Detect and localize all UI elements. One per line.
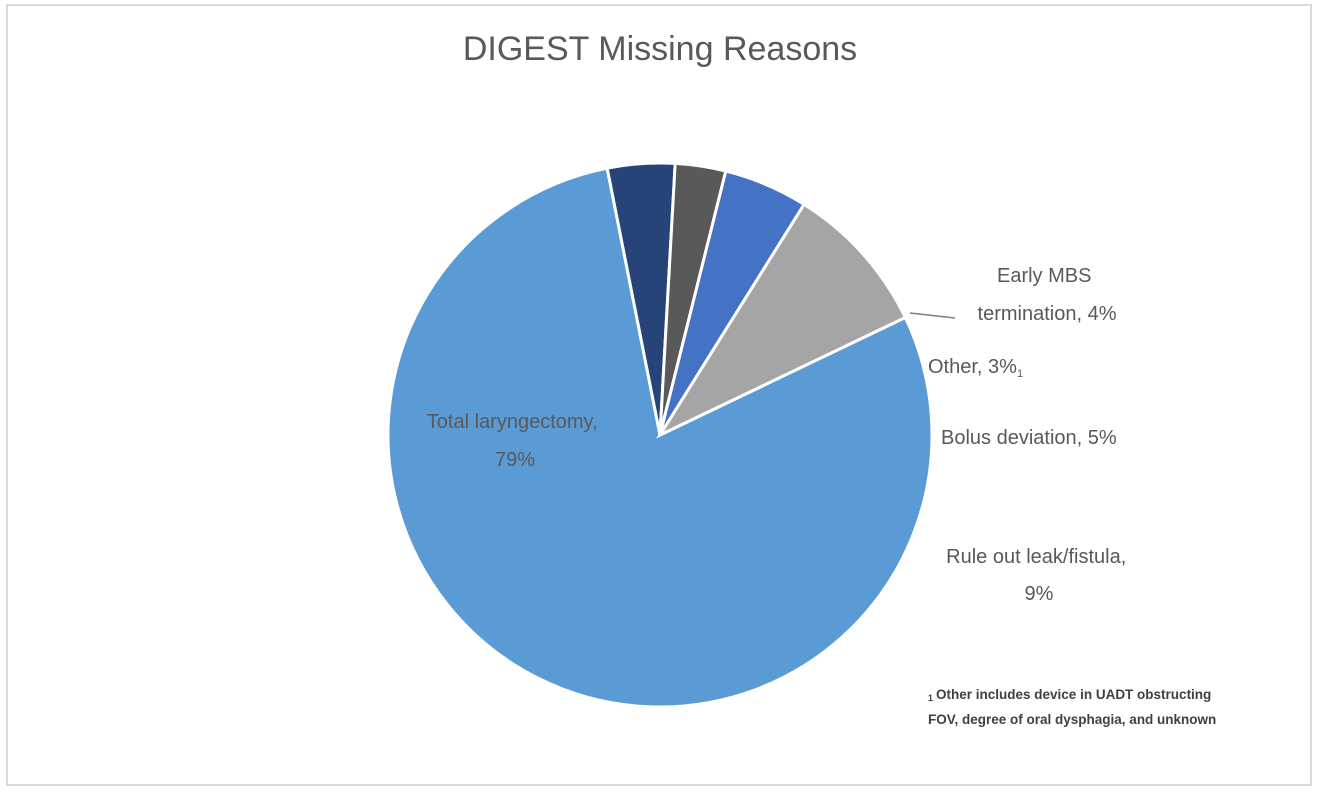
pie-slice-total-laryngectomy [386,166,934,709]
pie-slice-rule-out-leak-fistula [655,202,908,439]
footnote: 1 Other includes device in UADT obstructi… [928,687,1217,727]
label-early-mbs-termination: Early MBS termination, 4% [978,265,1117,325]
label-other: Other, 3%1 [928,356,1023,380]
footnote-marker: 1 [928,693,934,703]
label-bolus-deviation: Bolus deviation, 5% [941,427,1117,449]
leader-line-early-mbs [909,312,956,319]
chart-title: DIGEST Missing Reasons [462,30,858,68]
label-rule-out-leak-fistula: Rule out leak/fistula, 9% [946,546,1132,605]
label-total-laryngectomy: Total laryngectomy, 79% [427,411,603,471]
